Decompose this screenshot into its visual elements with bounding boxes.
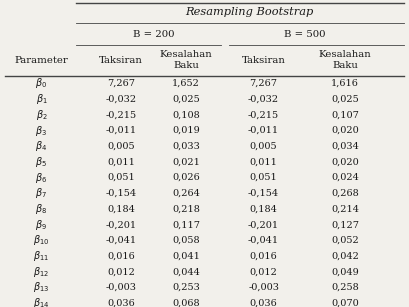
Text: 0,025: 0,025 [172,95,200,104]
Text: $\beta_{3}$: $\beta_{3}$ [36,123,47,138]
Text: $\beta_{8}$: $\beta_{8}$ [36,202,47,216]
Text: $\beta_{1}$: $\beta_{1}$ [36,92,47,106]
Text: 0,044: 0,044 [172,267,200,276]
Text: 7,267: 7,267 [107,79,135,88]
Text: 0,108: 0,108 [172,110,200,119]
Text: $\beta_{14}$: $\beta_{14}$ [33,296,50,307]
Text: 0,058: 0,058 [172,236,200,245]
Text: 0,016: 0,016 [250,251,277,261]
Text: 0,258: 0,258 [331,283,359,292]
Text: 0,268: 0,268 [331,189,359,198]
Text: $\beta_{12}$: $\beta_{12}$ [34,265,49,279]
Text: 0,012: 0,012 [107,267,135,276]
Text: 0,107: 0,107 [331,110,359,119]
Text: B = 200: B = 200 [133,30,174,39]
Text: 0,005: 0,005 [250,142,277,151]
Text: 0,020: 0,020 [331,157,359,166]
Text: 0,036: 0,036 [250,299,277,307]
Text: 0,012: 0,012 [249,267,278,276]
Text: 0,264: 0,264 [172,189,200,198]
Text: 0,026: 0,026 [172,173,200,182]
Text: 1,616: 1,616 [331,79,359,88]
Text: 0,049: 0,049 [331,267,359,276]
Text: -0,201: -0,201 [248,220,279,229]
Text: 0,068: 0,068 [172,299,200,307]
Text: 0,024: 0,024 [331,173,359,182]
Text: 0,020: 0,020 [331,126,359,135]
Text: -0,215: -0,215 [106,110,137,119]
Text: $\beta_{13}$: $\beta_{13}$ [33,281,49,294]
Text: Resampling Bootstrap: Resampling Bootstrap [185,7,313,17]
Text: 0,033: 0,033 [172,142,200,151]
Text: 0,005: 0,005 [107,142,135,151]
Text: 0,034: 0,034 [331,142,359,151]
Text: -0,215: -0,215 [248,110,279,119]
Text: -0,003: -0,003 [248,283,279,292]
Text: 0,051: 0,051 [107,173,135,182]
Text: $\beta_{5}$: $\beta_{5}$ [36,155,47,169]
Text: 1,652: 1,652 [172,79,200,88]
Text: 0,184: 0,184 [249,204,278,213]
Text: 0,019: 0,019 [172,126,200,135]
Text: 0,214: 0,214 [331,204,359,213]
Text: 0,025: 0,025 [331,95,359,104]
Text: 0,041: 0,041 [172,251,200,261]
Text: $\beta_{0}$: $\beta_{0}$ [36,76,47,91]
Text: -0,201: -0,201 [106,220,137,229]
Text: Parameter: Parameter [15,56,68,65]
Text: Taksiran: Taksiran [242,56,285,65]
Text: 0,011: 0,011 [107,157,135,166]
Text: -0,154: -0,154 [248,189,279,198]
Text: 7,267: 7,267 [249,79,278,88]
Text: 0,052: 0,052 [331,236,359,245]
Text: -0,011: -0,011 [106,126,137,135]
Text: $\beta_{4}$: $\beta_{4}$ [35,139,47,153]
Text: 0,042: 0,042 [331,251,359,261]
Text: $\beta_{11}$: $\beta_{11}$ [34,249,49,263]
Text: 0,218: 0,218 [172,204,200,213]
Text: 0,051: 0,051 [250,173,277,182]
Text: $\beta_{10}$: $\beta_{10}$ [33,233,49,247]
Text: Taksiran: Taksiran [99,56,143,65]
Text: -0,011: -0,011 [248,126,279,135]
Text: 0,127: 0,127 [331,220,359,229]
Text: 0,253: 0,253 [172,283,200,292]
Text: 0,036: 0,036 [107,299,135,307]
Text: $\beta_{9}$: $\beta_{9}$ [36,218,47,232]
Text: -0,032: -0,032 [106,95,137,104]
Text: 0,117: 0,117 [172,220,200,229]
Text: $\beta_{6}$: $\beta_{6}$ [36,171,47,185]
Text: -0,154: -0,154 [106,189,137,198]
Text: 0,070: 0,070 [331,299,359,307]
Text: 0,021: 0,021 [172,157,200,166]
Text: -0,032: -0,032 [248,95,279,104]
Text: B = 500: B = 500 [283,30,325,39]
Text: -0,041: -0,041 [106,236,137,245]
Text: 0,184: 0,184 [107,204,135,213]
Text: Kesalahan
Baku: Kesalahan Baku [160,50,213,71]
Text: $\beta_{2}$: $\beta_{2}$ [36,108,47,122]
Text: 0,011: 0,011 [249,157,278,166]
Text: -0,003: -0,003 [106,283,137,292]
Text: -0,041: -0,041 [248,236,279,245]
Text: $\beta_{7}$: $\beta_{7}$ [36,186,47,200]
Text: Kesalahan
Baku: Kesalahan Baku [319,50,371,71]
Text: 0,016: 0,016 [107,251,135,261]
